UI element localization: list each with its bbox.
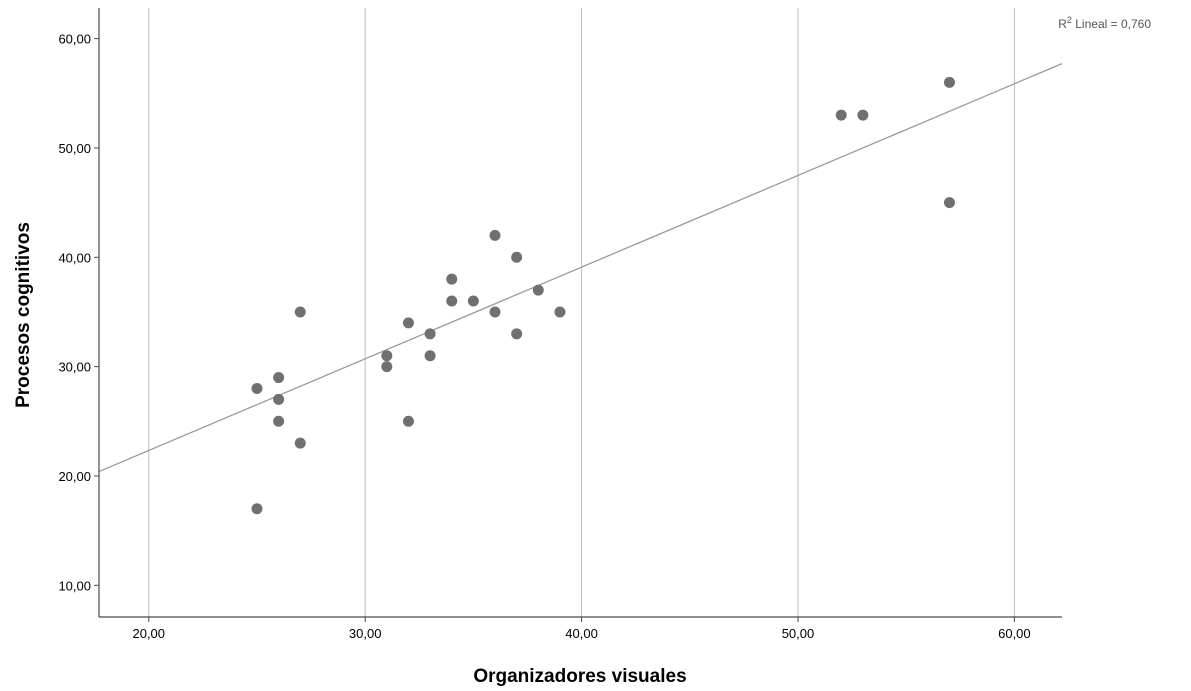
scatter-point: [857, 109, 869, 121]
scatter-point: [273, 393, 285, 405]
scatter-point: [532, 284, 544, 296]
scatter-point: [424, 328, 436, 340]
scatter-point: [402, 415, 414, 427]
scatter-point: [446, 295, 458, 307]
scatter-point: [446, 273, 458, 285]
scatter-point: [273, 415, 285, 427]
r2-rest: Lineal = 0,760: [1072, 17, 1151, 31]
scatter-point: [251, 503, 263, 515]
scatter-point: [251, 382, 263, 394]
x-tick-label: 40,00: [565, 626, 598, 641]
r2-superscript: 2: [1067, 15, 1072, 25]
grid-lines: [148, 8, 1015, 617]
fit-line: [98, 63, 1063, 473]
x-tick-label: 60,00: [998, 626, 1031, 641]
data-points: [251, 76, 955, 515]
scatter-point: [511, 328, 523, 340]
scatter-point: [511, 251, 523, 263]
x-tick-label: 20,00: [132, 626, 165, 641]
scatter-point: [489, 306, 501, 318]
scatter-point: [943, 197, 955, 209]
scatter-point: [489, 229, 501, 241]
scatter-point: [294, 306, 306, 318]
scatter-point: [943, 76, 955, 88]
y-tick-label: 50,00: [58, 141, 91, 156]
tick-labels: 20,00 30,00 40,00 50,00 60,00 10,00 20,00 30,00…: [58, 32, 1030, 641]
y-tick-label: 30,00: [58, 360, 91, 375]
scatter-point: [554, 306, 566, 318]
scatter-point: [402, 317, 414, 329]
scatter-point: [424, 350, 436, 362]
x-tick-label: 50,00: [782, 626, 815, 641]
x-axis-title: Organizadores visuales: [473, 666, 686, 687]
y-axis-title: Procesos cognitivos: [13, 222, 34, 408]
y-tick-label: 60,00: [58, 32, 91, 47]
r2-annotation: R2 Lineal = 0,760: [1058, 15, 1151, 31]
scatter-point: [381, 361, 393, 373]
scatter-point: [273, 372, 285, 384]
y-tick-label: 40,00: [58, 250, 91, 265]
x-tick-label: 30,00: [349, 626, 382, 641]
axes: [94, 8, 1062, 622]
scatter-point: [835, 109, 847, 121]
scatter-point: [381, 350, 393, 362]
y-tick-label: 10,00: [58, 578, 91, 593]
fit-line-group: [98, 63, 1063, 473]
r2-base: R: [1058, 17, 1067, 31]
y-tick-label: 20,00: [58, 469, 91, 484]
scatter-point: [467, 295, 479, 307]
scatter-point: [294, 437, 306, 449]
